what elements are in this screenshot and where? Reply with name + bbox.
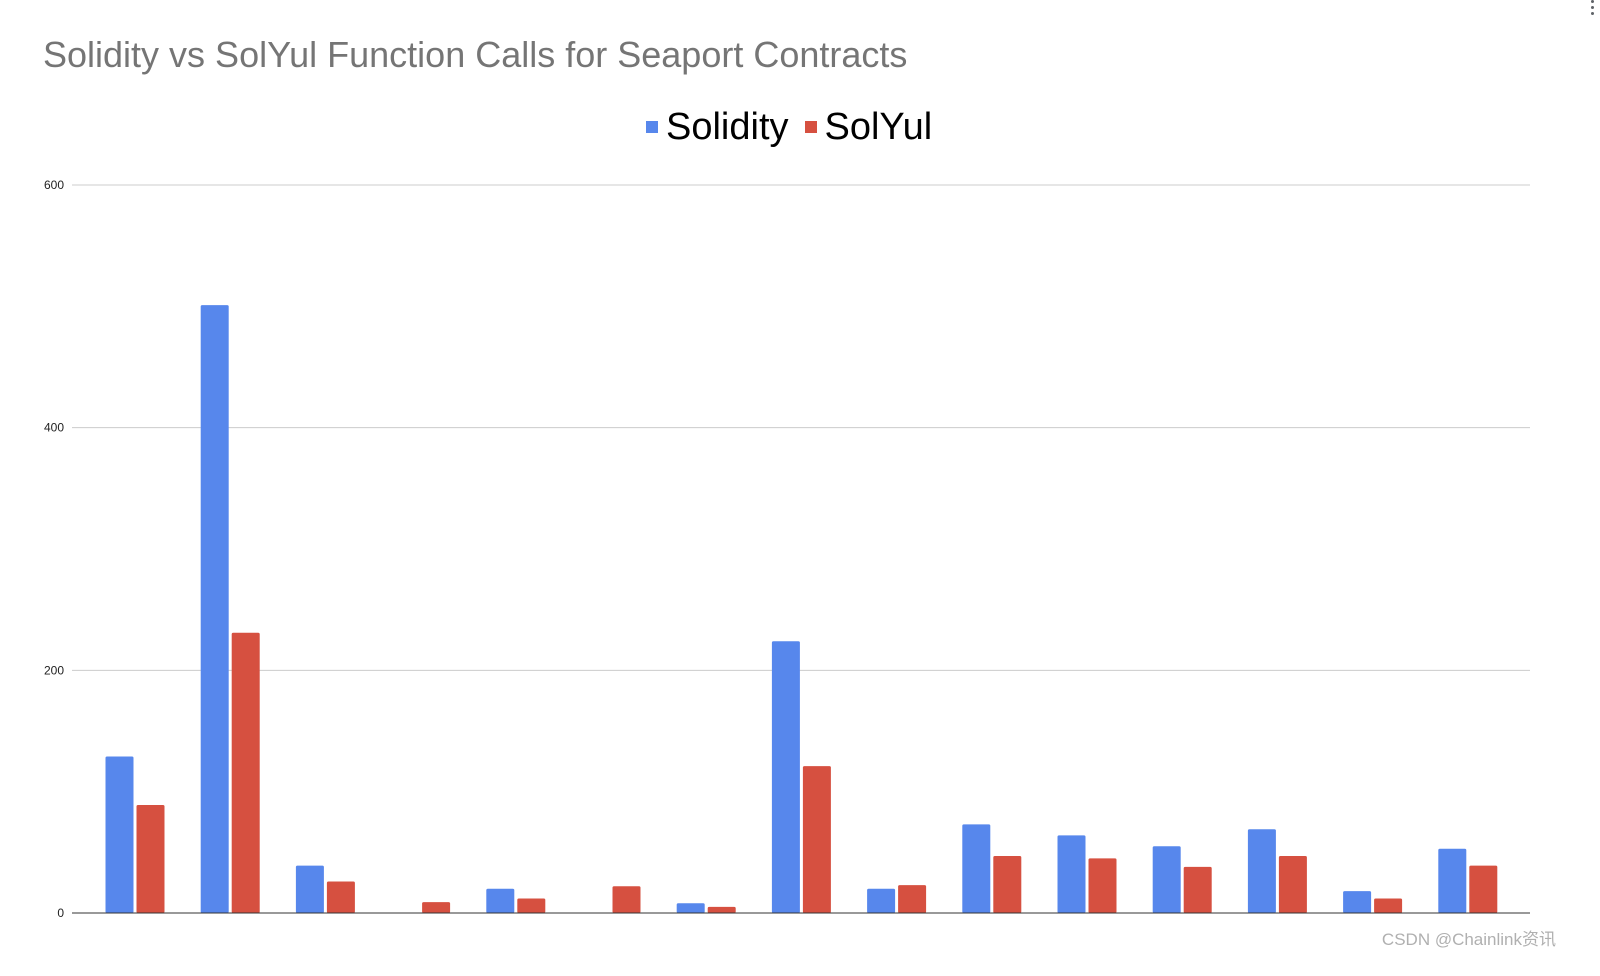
- bar-solidity-1: [105, 756, 134, 913]
- legend-item-solidity[interactable]: Solidity: [646, 106, 789, 149]
- bar-solyul-12: [1183, 866, 1212, 913]
- bar-solyul-2: [231, 632, 260, 913]
- bar-solyul-10: [993, 855, 1022, 913]
- bar-solidity-12: [1152, 846, 1181, 913]
- legend-item-solyul[interactable]: SolYul: [804, 105, 933, 149]
- bar-solyul-7: [707, 906, 736, 913]
- bar-solidity-11: [1057, 835, 1086, 913]
- bar-solyul-5: [517, 898, 546, 913]
- bar-solidity-15: [1438, 848, 1467, 913]
- bar-solyul-3: [326, 881, 355, 913]
- legend-swatch-solyul: [804, 121, 817, 133]
- bar-solyul-1: [136, 805, 165, 913]
- legend-swatch-solidity: [646, 121, 658, 133]
- bar-solyul-4: [422, 902, 451, 913]
- y-tick-label-400: 400: [44, 421, 64, 435]
- bar-solidity-7: [676, 903, 705, 913]
- bar-solidity-10: [962, 824, 991, 913]
- y-tick-label-200: 200: [44, 663, 64, 677]
- legend-label-solyul: SolYul: [824, 105, 933, 148]
- y-tick-label-0: 0: [57, 906, 64, 920]
- bar-solyul-8: [802, 766, 831, 913]
- bar-solidity-8: [771, 641, 800, 913]
- bar-solyul-14: [1374, 898, 1403, 913]
- bar-solidity-14: [1343, 891, 1372, 913]
- bar-solyul-6: [612, 886, 641, 913]
- bar-solidity-2: [200, 305, 229, 913]
- bar-solyul-15: [1469, 865, 1498, 913]
- y-tick-label-600: 600: [44, 178, 64, 192]
- bar-solyul-11: [1088, 858, 1117, 913]
- watermark: CSDN @Chainlink资讯: [1381, 930, 1556, 949]
- bar-solidity-9: [867, 888, 896, 913]
- chart-title: Solidity vs SolYul Function Calls for Se…: [43, 34, 908, 75]
- bar-solidity-13: [1247, 829, 1276, 913]
- bar-solidity-3: [295, 865, 324, 913]
- more-vert-icon[interactable]: [1590, 0, 1596, 18]
- bar-solyul-9: [898, 885, 927, 913]
- bar-solidity-5: [486, 888, 515, 913]
- chart-legend: Solidity SolYul: [646, 100, 948, 154]
- legend-label-solidity: Solidity: [666, 105, 789, 148]
- bar-solyul-13: [1278, 855, 1307, 913]
